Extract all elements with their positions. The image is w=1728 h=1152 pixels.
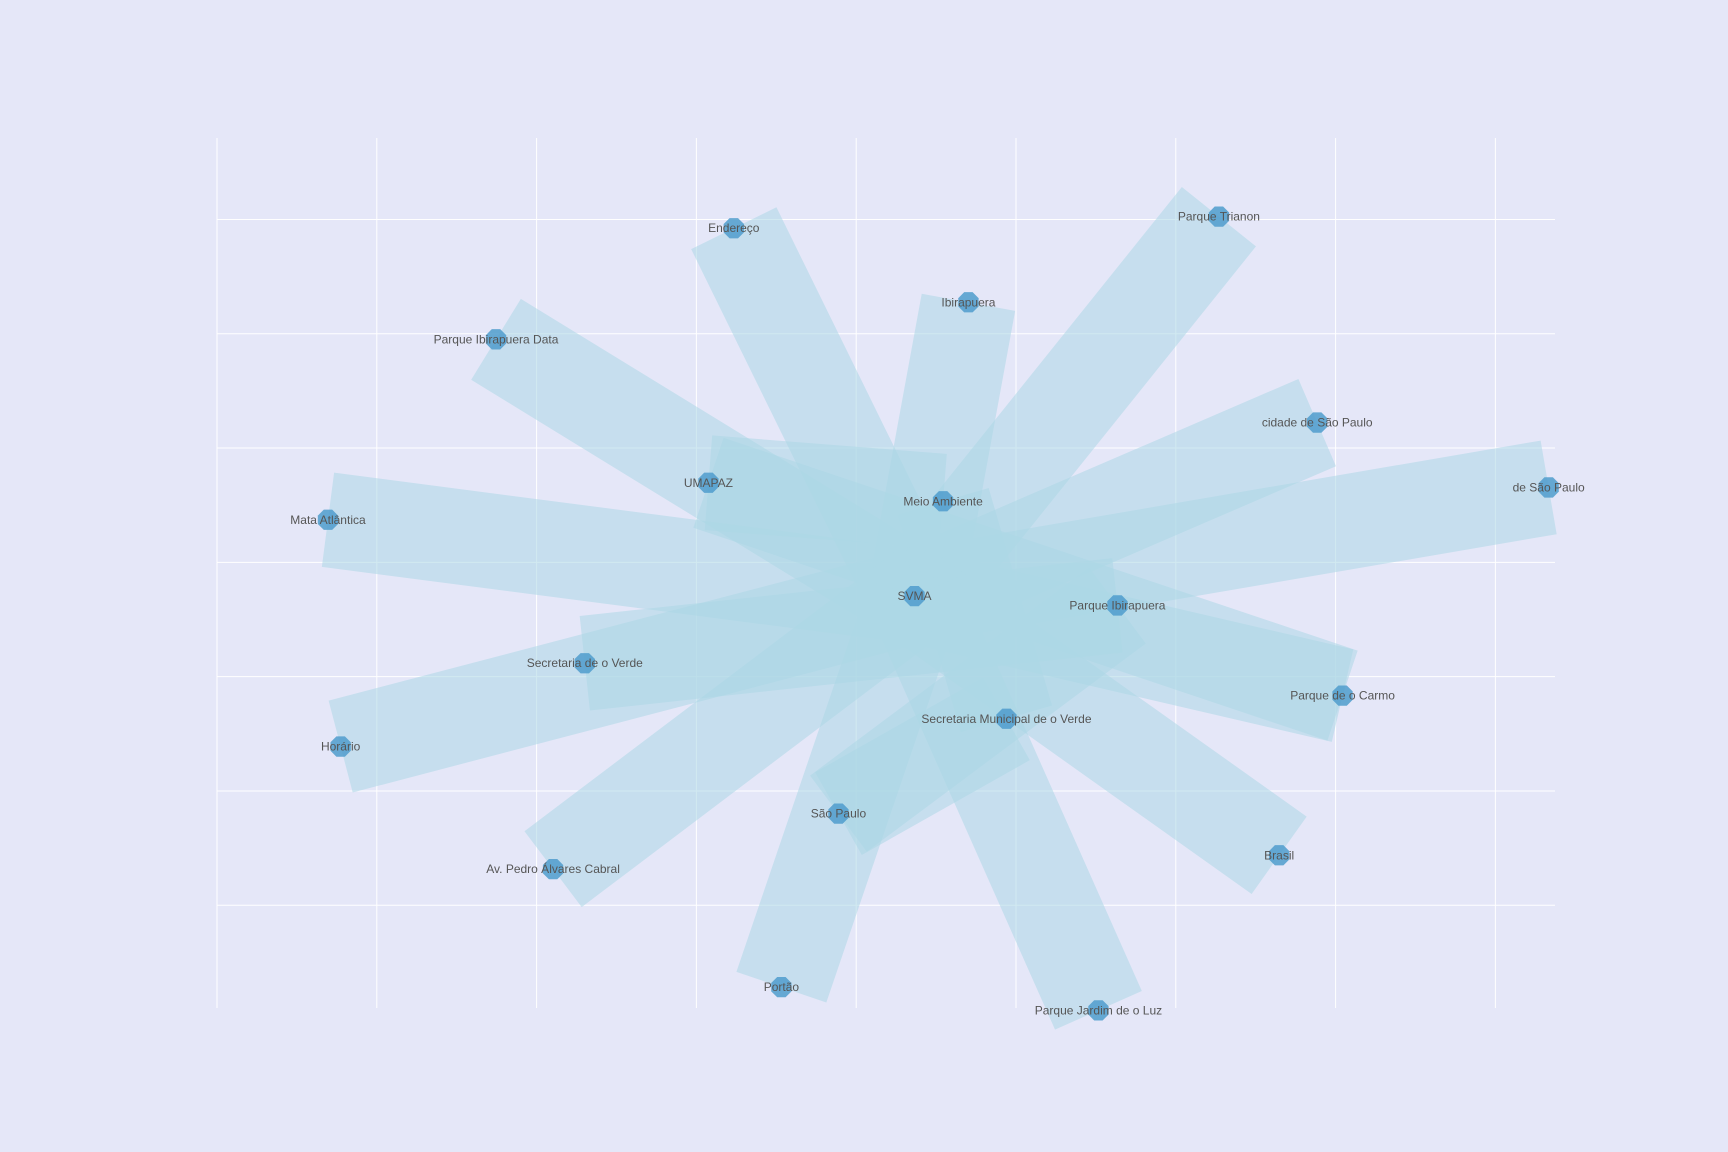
node-label-parque_trianon: Parque Trianon bbox=[1178, 210, 1260, 224]
node-parque_jardim_luz[interactable] bbox=[1088, 1000, 1109, 1021]
node-label-parque_ibirapuera_data: Parque Ibirapuera Data bbox=[434, 332, 559, 346]
node-label-SVMA: SVMA bbox=[898, 589, 932, 603]
nodes bbox=[317, 206, 1559, 1021]
node-brasil[interactable] bbox=[1269, 845, 1290, 866]
node-mata_atlantica[interactable] bbox=[317, 509, 339, 530]
node-secretaria_verde[interactable] bbox=[574, 653, 595, 674]
node-horario[interactable] bbox=[330, 736, 351, 757]
node-label-parque_jardim_luz: Parque Jardim de o Luz bbox=[1035, 1003, 1162, 1017]
node-label-mata_atlantica: Mata Atlântica bbox=[290, 513, 366, 527]
node-label-secretaria_municipal: Secretaria Municipal de o Verde bbox=[921, 712, 1091, 726]
node-labels: SVMA Meio Ambiente Parque Ibirapuera Secret… bbox=[290, 210, 1585, 1018]
node-portao[interactable] bbox=[771, 977, 792, 998]
edge-sao_paulo-parque_ibirapuera bbox=[810, 567, 1146, 852]
node-label-av_pedro: Av. Pedro Álvares Cabral bbox=[486, 861, 620, 876]
node-label-ibirapuera: Ibirapuera bbox=[941, 295, 995, 309]
node-label-brasil: Brasil bbox=[1264, 848, 1294, 862]
node-parque_trianon[interactable] bbox=[1208, 206, 1230, 227]
node-parque_ibirapuera[interactable] bbox=[1107, 595, 1128, 616]
node-parque_ibirapuera_data[interactable] bbox=[485, 329, 507, 350]
node-label-secretaria_verde: Secretaria de o Verde bbox=[527, 656, 643, 670]
node-label-umapaz: UMAPAZ bbox=[684, 476, 733, 490]
edges bbox=[321, 186, 1557, 1030]
node-de_sao_paulo[interactable] bbox=[1538, 477, 1559, 498]
node-label-portao: Portão bbox=[764, 980, 800, 994]
node-av_pedro[interactable] bbox=[542, 859, 564, 880]
node-sao_paulo[interactable] bbox=[828, 803, 849, 824]
node-secretaria_municipal[interactable] bbox=[996, 708, 1017, 729]
node-umapaz[interactable] bbox=[698, 472, 719, 493]
node-label-de_sao_paulo: de São Paulo bbox=[1513, 480, 1585, 494]
node-label-parque_ibirapuera: Parque Ibirapuera bbox=[1069, 598, 1165, 612]
node-ibirapuera[interactable] bbox=[958, 292, 979, 313]
node-label-parque_carmo: Parque de o Carmo bbox=[1290, 689, 1395, 703]
node-label-cidade_sao_paulo: cidade de São Paulo bbox=[1262, 416, 1373, 430]
node-endereco[interactable] bbox=[723, 218, 744, 239]
node-parque_carmo[interactable] bbox=[1332, 685, 1353, 706]
node-label-sao_paulo: São Paulo bbox=[811, 807, 867, 821]
node-label-horario: Horário bbox=[321, 740, 361, 754]
node-SVMA[interactable] bbox=[904, 586, 925, 607]
edge-umapaz-parque_carmo bbox=[693, 437, 1358, 741]
node-meio_ambiente[interactable] bbox=[932, 491, 954, 512]
node-cidade_sao_paulo[interactable] bbox=[1307, 412, 1328, 433]
node-label-endereco: Endereço bbox=[708, 221, 760, 235]
node-label-meio_ambiente: Meio Ambiente bbox=[903, 494, 983, 508]
